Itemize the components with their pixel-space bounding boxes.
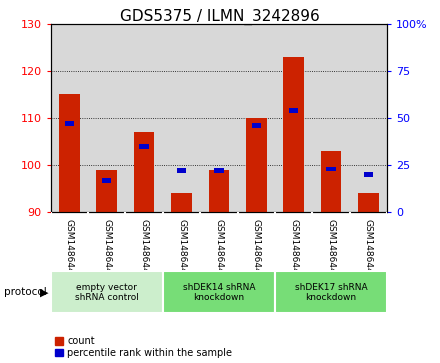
Bar (214, 168, 224, 173)
Bar (358, 193, 379, 212)
Bar (102, 178, 111, 183)
Text: GSM1486444: GSM1486444 (214, 219, 224, 280)
Legend: count, percentile rank within the sample: count, percentile rank within the sample (55, 336, 232, 358)
Text: GSM1486443: GSM1486443 (177, 219, 186, 280)
Text: GSM1486441: GSM1486441 (102, 219, 111, 280)
Bar (246, 118, 267, 212)
Text: GSM1486445: GSM1486445 (252, 219, 261, 280)
Bar (326, 167, 336, 171)
Bar (171, 193, 192, 212)
Text: GSM1486447: GSM1486447 (326, 219, 336, 280)
Bar (209, 170, 229, 212)
Text: GSM1486440: GSM1486440 (65, 219, 74, 280)
FancyBboxPatch shape (275, 271, 387, 313)
Text: protocol: protocol (4, 287, 47, 297)
Bar (65, 121, 74, 126)
Bar (321, 151, 341, 212)
Bar (252, 123, 261, 128)
Bar (96, 170, 117, 212)
Text: GDS5375 / ILMN_3242896: GDS5375 / ILMN_3242896 (120, 9, 320, 25)
Text: GSM1486442: GSM1486442 (139, 219, 149, 280)
Bar (59, 94, 80, 212)
Text: shDEK17 shRNA
knockdown: shDEK17 shRNA knockdown (295, 282, 367, 302)
Bar (134, 132, 154, 212)
Bar (289, 108, 298, 113)
Bar (364, 172, 373, 177)
Text: GSM1486446: GSM1486446 (289, 219, 298, 280)
Bar (177, 168, 186, 173)
Text: ▶: ▶ (40, 287, 48, 297)
Bar (283, 57, 304, 212)
Bar (139, 144, 149, 149)
Text: empty vector
shRNA control: empty vector shRNA control (75, 282, 139, 302)
Text: shDEK14 shRNA
knockdown: shDEK14 shRNA knockdown (183, 282, 255, 302)
Text: GSM1486448: GSM1486448 (364, 219, 373, 280)
FancyBboxPatch shape (163, 271, 275, 313)
FancyBboxPatch shape (51, 271, 163, 313)
